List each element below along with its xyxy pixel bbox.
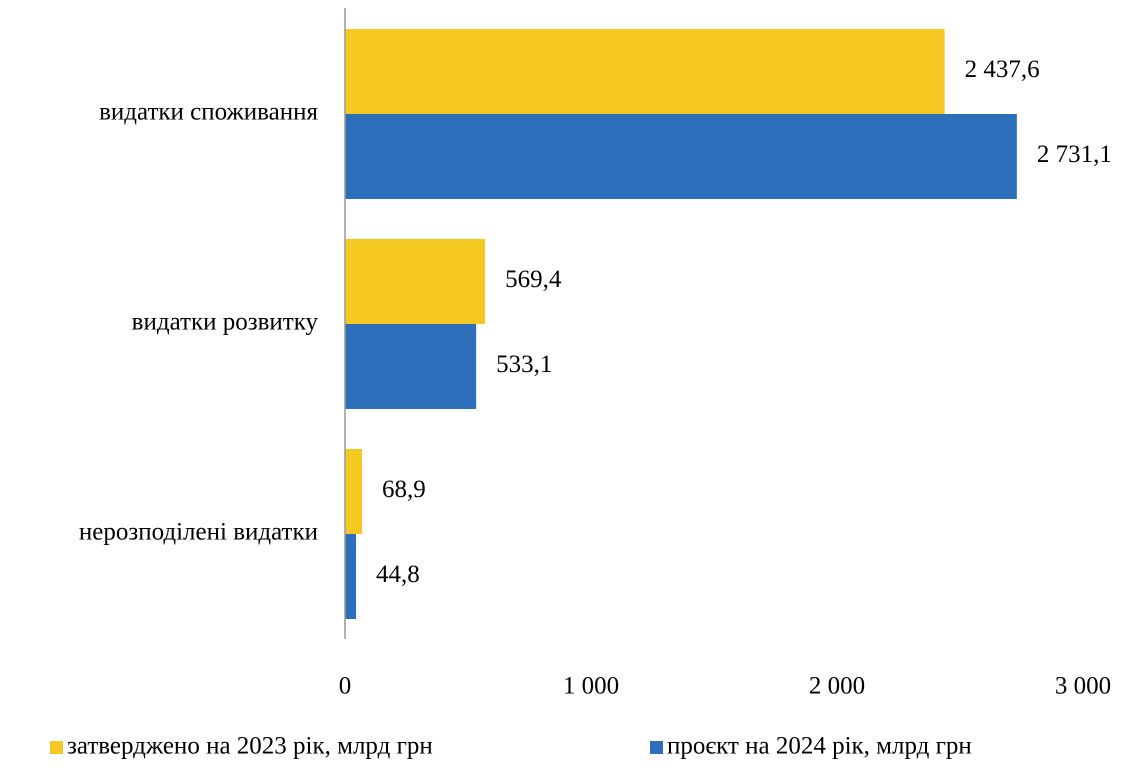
bar [345, 449, 362, 534]
bar [345, 239, 486, 324]
y-tick-label: видатки споживання [99, 99, 318, 126]
bar [345, 29, 945, 114]
value-label: 68,9 [382, 476, 426, 503]
legend-swatch [50, 741, 63, 754]
value-label: 2 437,6 [965, 56, 1040, 83]
x-tick-label: 2 000 [809, 673, 865, 700]
value-label: 44,8 [376, 561, 420, 588]
value-label: 2 731,1 [1037, 141, 1112, 168]
legend-label: затверджено на 2023 рік, млрд грн [67, 733, 433, 760]
x-tick-label: 3 000 [1055, 673, 1111, 700]
value-label: 569,4 [505, 266, 562, 293]
legend-swatch [650, 741, 663, 754]
x-tick-label: 1 000 [563, 673, 619, 700]
bar [345, 114, 1017, 199]
bar [345, 324, 477, 409]
value-label: 533,1 [496, 351, 552, 378]
y-tick-label: видатки розвитку [132, 309, 319, 336]
x-tick-label: 0 [339, 673, 352, 700]
legend-label: проєкт на 2024 рік, млрд грн [667, 733, 972, 760]
bar [345, 534, 357, 619]
y-tick-label: нерозподілені видатки [79, 519, 318, 546]
